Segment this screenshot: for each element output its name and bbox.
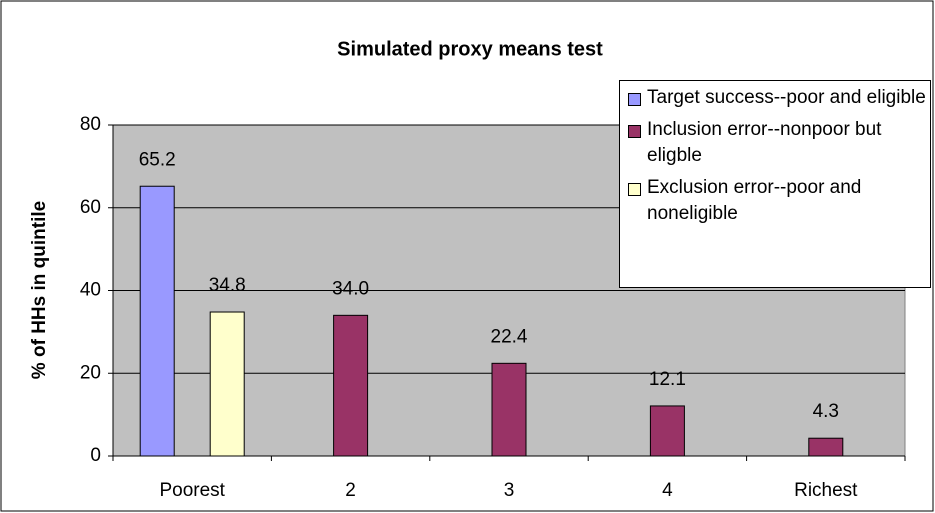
y-tick-label: 0 bbox=[90, 445, 101, 466]
data-label: 22.4 bbox=[491, 326, 528, 347]
y-tick-label: 20 bbox=[80, 362, 101, 383]
x-tick-label: Richest bbox=[794, 480, 858, 501]
x-tick-label: 3 bbox=[504, 480, 515, 501]
legend-item: Inclusion error--nonpoor but eligble bbox=[628, 117, 926, 169]
data-label: 34.0 bbox=[332, 278, 369, 299]
data-label: 65.2 bbox=[139, 149, 176, 170]
legend: Target success--poor and eligible Inclusi… bbox=[619, 80, 931, 288]
bar bbox=[209, 311, 245, 457]
x-tick-label: Poorest bbox=[159, 480, 225, 501]
legend-label: Exclusion error--poor and noneligible bbox=[647, 177, 862, 224]
legend-label: Inclusion error--nonpoor but eligble bbox=[647, 119, 882, 166]
y-tick-label: 60 bbox=[80, 197, 101, 218]
x-tick-label: 2 bbox=[345, 480, 356, 501]
legend-item: Target success--poor and eligible bbox=[628, 85, 926, 111]
data-label: 34.8 bbox=[209, 275, 246, 296]
legend-swatch bbox=[628, 183, 641, 196]
bar bbox=[808, 437, 844, 457]
x-tick-label: 4 bbox=[662, 480, 673, 501]
bar bbox=[139, 185, 175, 457]
bar bbox=[333, 314, 369, 457]
data-label: 4.3 bbox=[813, 401, 839, 422]
bar bbox=[491, 362, 527, 457]
legend-label: Target success--poor and eligible bbox=[647, 87, 926, 108]
y-axis-label: % of HHs in quintile bbox=[29, 201, 50, 379]
data-label: 12.1 bbox=[649, 369, 686, 390]
y-tick-label: 80 bbox=[80, 114, 101, 135]
y-tick-label: 40 bbox=[80, 280, 101, 301]
legend-swatch bbox=[628, 125, 641, 138]
legend-item: Exclusion error--poor and noneligible bbox=[628, 175, 926, 227]
bar bbox=[649, 405, 685, 457]
chart-title: Simulated proxy means test bbox=[337, 38, 603, 60]
legend-swatch bbox=[628, 93, 641, 106]
